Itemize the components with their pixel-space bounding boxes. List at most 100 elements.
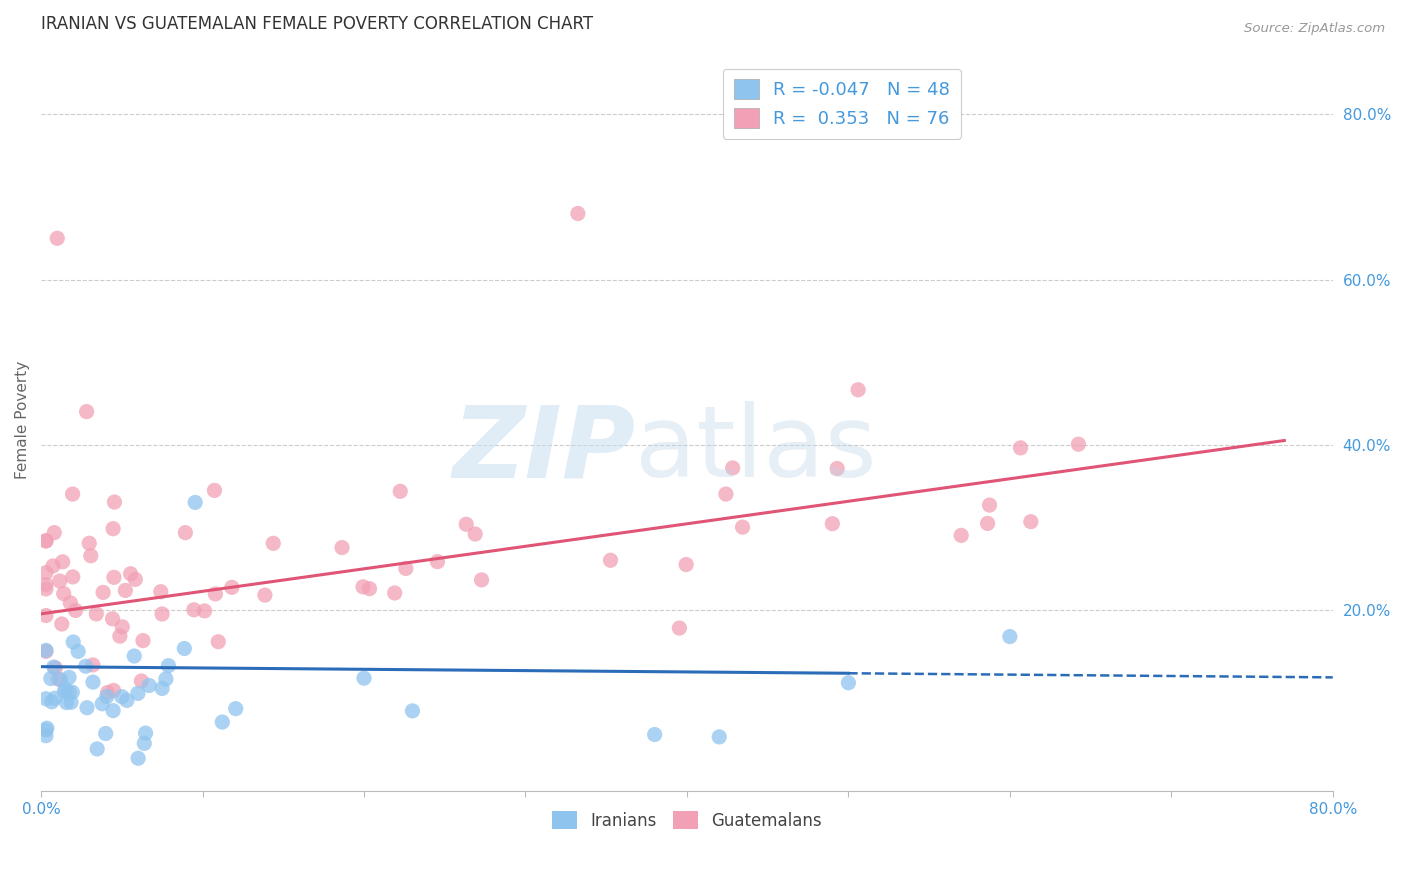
Point <box>225 701 247 715</box>
Point <box>150 607 173 621</box>
Point <box>204 587 226 601</box>
Point <box>55 696 77 710</box>
Point <box>53 684 76 698</box>
Point <box>395 561 418 575</box>
Point <box>42 558 65 573</box>
Y-axis label: Female Poverty: Female Poverty <box>15 360 30 479</box>
Point <box>149 584 172 599</box>
Point <box>52 555 75 569</box>
Point <box>1010 441 1032 455</box>
Point <box>46 672 69 686</box>
Point <box>599 553 621 567</box>
Point <box>67 644 90 658</box>
Point <box>132 633 155 648</box>
Point <box>138 678 160 692</box>
Point <box>127 751 149 765</box>
Point <box>207 634 229 648</box>
Point <box>35 723 58 737</box>
Point <box>131 673 153 688</box>
Point <box>94 726 117 740</box>
Point <box>644 727 666 741</box>
Point <box>262 536 284 550</box>
Point <box>39 672 62 686</box>
Point <box>155 672 177 686</box>
Point <box>352 580 374 594</box>
Point <box>108 629 131 643</box>
Point <box>35 577 58 591</box>
Point <box>60 695 83 709</box>
Point <box>111 690 134 704</box>
Point <box>44 661 66 675</box>
Point <box>46 231 69 245</box>
Point <box>35 608 58 623</box>
Point <box>44 691 66 706</box>
Point <box>184 495 207 509</box>
Point <box>426 555 449 569</box>
Point <box>204 483 226 498</box>
Point <box>65 603 87 617</box>
Point <box>115 693 138 707</box>
Point <box>35 691 58 706</box>
Point <box>124 573 146 587</box>
Point <box>86 742 108 756</box>
Point <box>77 536 100 550</box>
Point <box>103 495 125 509</box>
Point <box>134 736 156 750</box>
Point <box>35 729 58 743</box>
Legend: Iranians, Guatemalans: Iranians, Guatemalans <box>546 805 828 837</box>
Point <box>62 570 84 584</box>
Point <box>359 582 381 596</box>
Point <box>103 570 125 584</box>
Point <box>35 643 58 657</box>
Point <box>456 517 478 532</box>
Point <box>62 487 84 501</box>
Point <box>721 461 744 475</box>
Point <box>825 461 848 475</box>
Point <box>1019 515 1042 529</box>
Point <box>48 574 70 588</box>
Point <box>58 670 80 684</box>
Text: atlas: atlas <box>636 401 877 498</box>
Point <box>80 549 103 563</box>
Point <box>91 697 114 711</box>
Point <box>714 487 737 501</box>
Point <box>84 607 107 621</box>
Point <box>950 528 973 542</box>
Point <box>41 695 63 709</box>
Point <box>82 675 104 690</box>
Point <box>52 587 75 601</box>
Point <box>101 704 124 718</box>
Point <box>91 585 114 599</box>
Point <box>60 685 83 699</box>
Point <box>183 603 205 617</box>
Point <box>998 630 1021 644</box>
Point <box>1067 437 1090 451</box>
Point <box>35 566 58 580</box>
Point <box>101 522 124 536</box>
Point <box>101 612 124 626</box>
Point <box>49 673 72 687</box>
Point <box>675 558 697 572</box>
Point <box>35 582 58 596</box>
Point <box>211 714 233 729</box>
Point <box>193 604 215 618</box>
Point <box>567 206 589 220</box>
Point <box>821 516 844 531</box>
Point <box>103 683 125 698</box>
Point <box>157 658 180 673</box>
Point <box>51 617 73 632</box>
Point <box>35 721 58 735</box>
Point <box>470 573 492 587</box>
Text: ZIP: ZIP <box>453 401 636 498</box>
Point <box>135 726 157 740</box>
Point <box>150 681 173 696</box>
Point <box>127 686 149 700</box>
Point <box>44 525 66 540</box>
Point <box>35 533 58 548</box>
Point <box>384 586 406 600</box>
Point <box>114 583 136 598</box>
Point <box>97 685 120 699</box>
Point <box>76 404 98 418</box>
Point <box>75 659 97 673</box>
Text: IRANIAN VS GUATEMALAN FEMALE POVERTY CORRELATION CHART: IRANIAN VS GUATEMALAN FEMALE POVERTY COR… <box>41 15 593 33</box>
